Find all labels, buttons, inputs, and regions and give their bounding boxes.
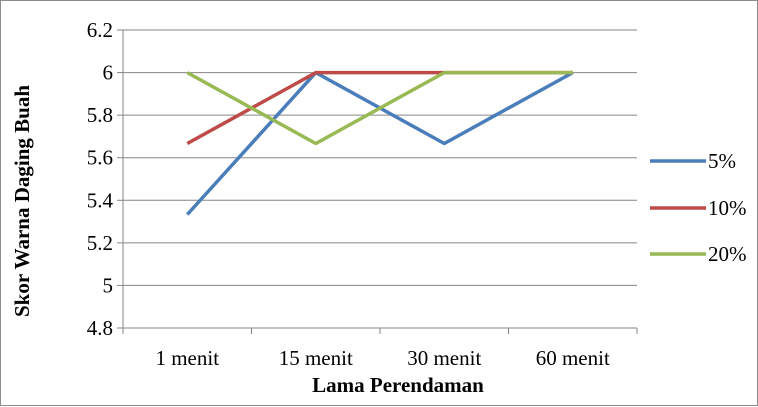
series-line-20pct [186, 70, 573, 146]
y-tick-label: 5.6 [87, 146, 113, 170]
x-tick-labels: 1 menit 15 menit 30 menit 60 menit [155, 346, 609, 370]
legend-label: 5% [708, 149, 736, 173]
series-lines [186, 70, 574, 216]
legend: 5% 10% 20% [650, 149, 747, 266]
x-tick-label: 60 menit [536, 346, 610, 370]
y-tick-label: 5 [103, 273, 114, 297]
x-tick-label: 15 menit [279, 346, 353, 370]
y-tick-label: 5.8 [87, 103, 113, 127]
legend-label: 10% [708, 196, 747, 220]
y-tick-label: 6 [103, 61, 114, 85]
x-tick-label: 1 menit [155, 346, 219, 370]
axes [117, 29, 638, 334]
y-tick-label: 5.4 [87, 188, 114, 212]
y-tick-label: 4.8 [87, 316, 113, 340]
y-tick-label: 6.2 [87, 18, 113, 42]
series-line-5pct [186, 70, 574, 216]
gridlines [123, 29, 637, 286]
y-axis-title: Skor Warna Daging Buah [10, 85, 34, 317]
y-tick-labels: 4.8 5 5.2 5.4 5.6 5.8 6 6.2 [87, 18, 114, 340]
legend-label: 20% [708, 242, 747, 266]
y-tick-label: 5.2 [87, 231, 113, 255]
x-tick-label: 30 menit [407, 346, 481, 370]
x-axis-title: Lama Perendaman [312, 373, 484, 397]
